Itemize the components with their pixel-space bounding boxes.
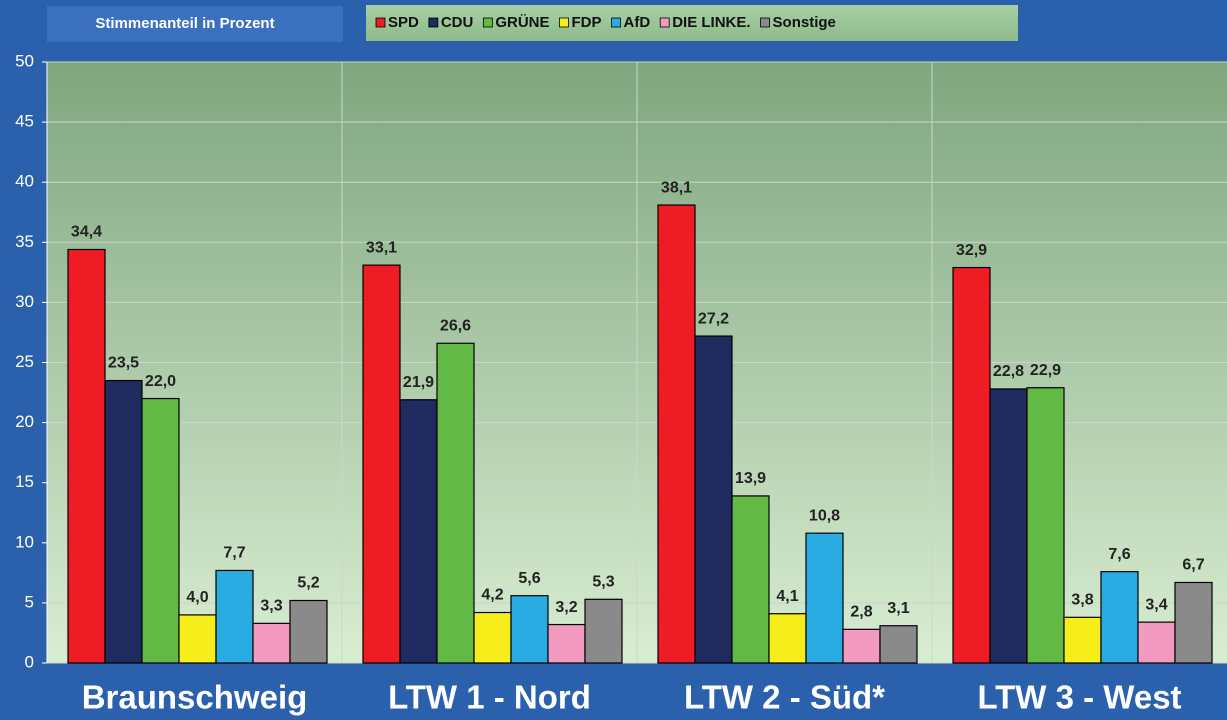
data-label: 5,2 xyxy=(297,575,319,592)
legend-label: DIE LINKE. xyxy=(672,14,750,31)
legend-label: AfD xyxy=(624,14,651,31)
bar xyxy=(510,595,549,664)
bar xyxy=(694,335,733,664)
data-label: 4,2 xyxy=(481,587,503,604)
y-tick-label: 45 xyxy=(15,112,34,131)
y-tick-label: 25 xyxy=(15,352,34,371)
bar xyxy=(141,397,180,664)
bar xyxy=(842,628,881,664)
data-label: 3,8 xyxy=(1071,592,1093,609)
bar xyxy=(547,623,586,664)
data-label: 32,9 xyxy=(956,242,987,259)
legend-label: GRÜNE xyxy=(495,14,549,31)
data-label: 10,8 xyxy=(809,507,840,524)
data-label: 3,3 xyxy=(260,598,282,615)
data-label: 33,1 xyxy=(366,239,397,256)
data-label: 13,9 xyxy=(735,470,766,487)
legend-swatch xyxy=(482,17,493,28)
x-tick-label: Braunschweig xyxy=(82,679,308,716)
data-label: 34,4 xyxy=(71,224,102,241)
legend-label: SPD xyxy=(388,14,419,31)
y-tick-label: 50 xyxy=(15,51,34,70)
bar xyxy=(178,614,217,664)
chart-title: Stimmenanteil in Prozent xyxy=(95,15,274,32)
bar xyxy=(67,248,106,664)
data-label: 2,8 xyxy=(850,604,872,621)
data-label: 3,4 xyxy=(1145,596,1167,613)
bar xyxy=(768,613,807,664)
data-label: 7,7 xyxy=(223,545,245,562)
data-label: 5,6 xyxy=(518,570,540,587)
data-label: 4,1 xyxy=(776,588,798,605)
bar xyxy=(399,399,438,664)
y-tick-label: 10 xyxy=(15,532,34,551)
bar xyxy=(252,622,291,664)
x-tick-label: LTW 3 - West xyxy=(977,679,1181,716)
legend-swatch xyxy=(760,17,770,28)
legend-swatch xyxy=(375,17,386,28)
legend-swatch xyxy=(659,17,670,28)
data-label: 4,0 xyxy=(186,589,208,606)
data-label: 22,9 xyxy=(1030,362,1061,379)
bar xyxy=(657,204,696,664)
y-tick-label: 35 xyxy=(15,232,34,251)
bar xyxy=(473,611,512,664)
data-label: 27,2 xyxy=(698,310,729,327)
data-label: 3,1 xyxy=(887,600,909,617)
bar xyxy=(104,379,143,664)
x-tick-label: LTW 1 - Nord xyxy=(388,679,591,716)
y-tick-label: 5 xyxy=(25,592,34,611)
legend-swatch xyxy=(428,17,439,28)
bar xyxy=(1100,571,1139,664)
bar xyxy=(215,569,254,664)
data-label: 23,5 xyxy=(108,355,139,372)
x-tick-label: LTW 2 - Süd* xyxy=(684,679,885,716)
data-label: 21,9 xyxy=(403,374,434,391)
data-label: 6,7 xyxy=(1182,557,1204,574)
bar xyxy=(952,266,991,664)
bar xyxy=(436,342,475,664)
bar xyxy=(1174,581,1213,664)
legend-label: Sonstige xyxy=(773,14,836,31)
y-tick-label: 15 xyxy=(15,472,34,491)
legend-swatch xyxy=(611,17,621,28)
bar xyxy=(805,532,844,664)
legend xyxy=(366,5,1018,41)
bar xyxy=(879,625,918,664)
legend-swatch xyxy=(559,17,569,28)
data-label: 7,6 xyxy=(1108,546,1130,563)
legend-label: CDU xyxy=(441,14,474,31)
y-tick-label: 0 xyxy=(25,652,34,671)
legend-label: FDP xyxy=(572,14,602,31)
y-tick-label: 40 xyxy=(15,172,34,191)
bar xyxy=(1026,387,1065,664)
bar xyxy=(362,264,401,664)
y-tick-label: 30 xyxy=(15,292,34,311)
title-box xyxy=(47,6,343,42)
y-tick-label: 20 xyxy=(15,412,34,431)
bar xyxy=(731,495,770,664)
data-label: 5,3 xyxy=(592,574,614,591)
data-label: 22,0 xyxy=(145,373,176,390)
data-label: 22,8 xyxy=(993,363,1024,380)
bar xyxy=(584,598,623,664)
bar xyxy=(1063,616,1102,664)
bar xyxy=(1137,621,1176,664)
data-label: 38,1 xyxy=(661,179,692,196)
data-label: 26,6 xyxy=(440,317,471,334)
bar xyxy=(989,388,1028,664)
bar xyxy=(289,599,328,664)
data-label: 3,2 xyxy=(555,599,577,616)
